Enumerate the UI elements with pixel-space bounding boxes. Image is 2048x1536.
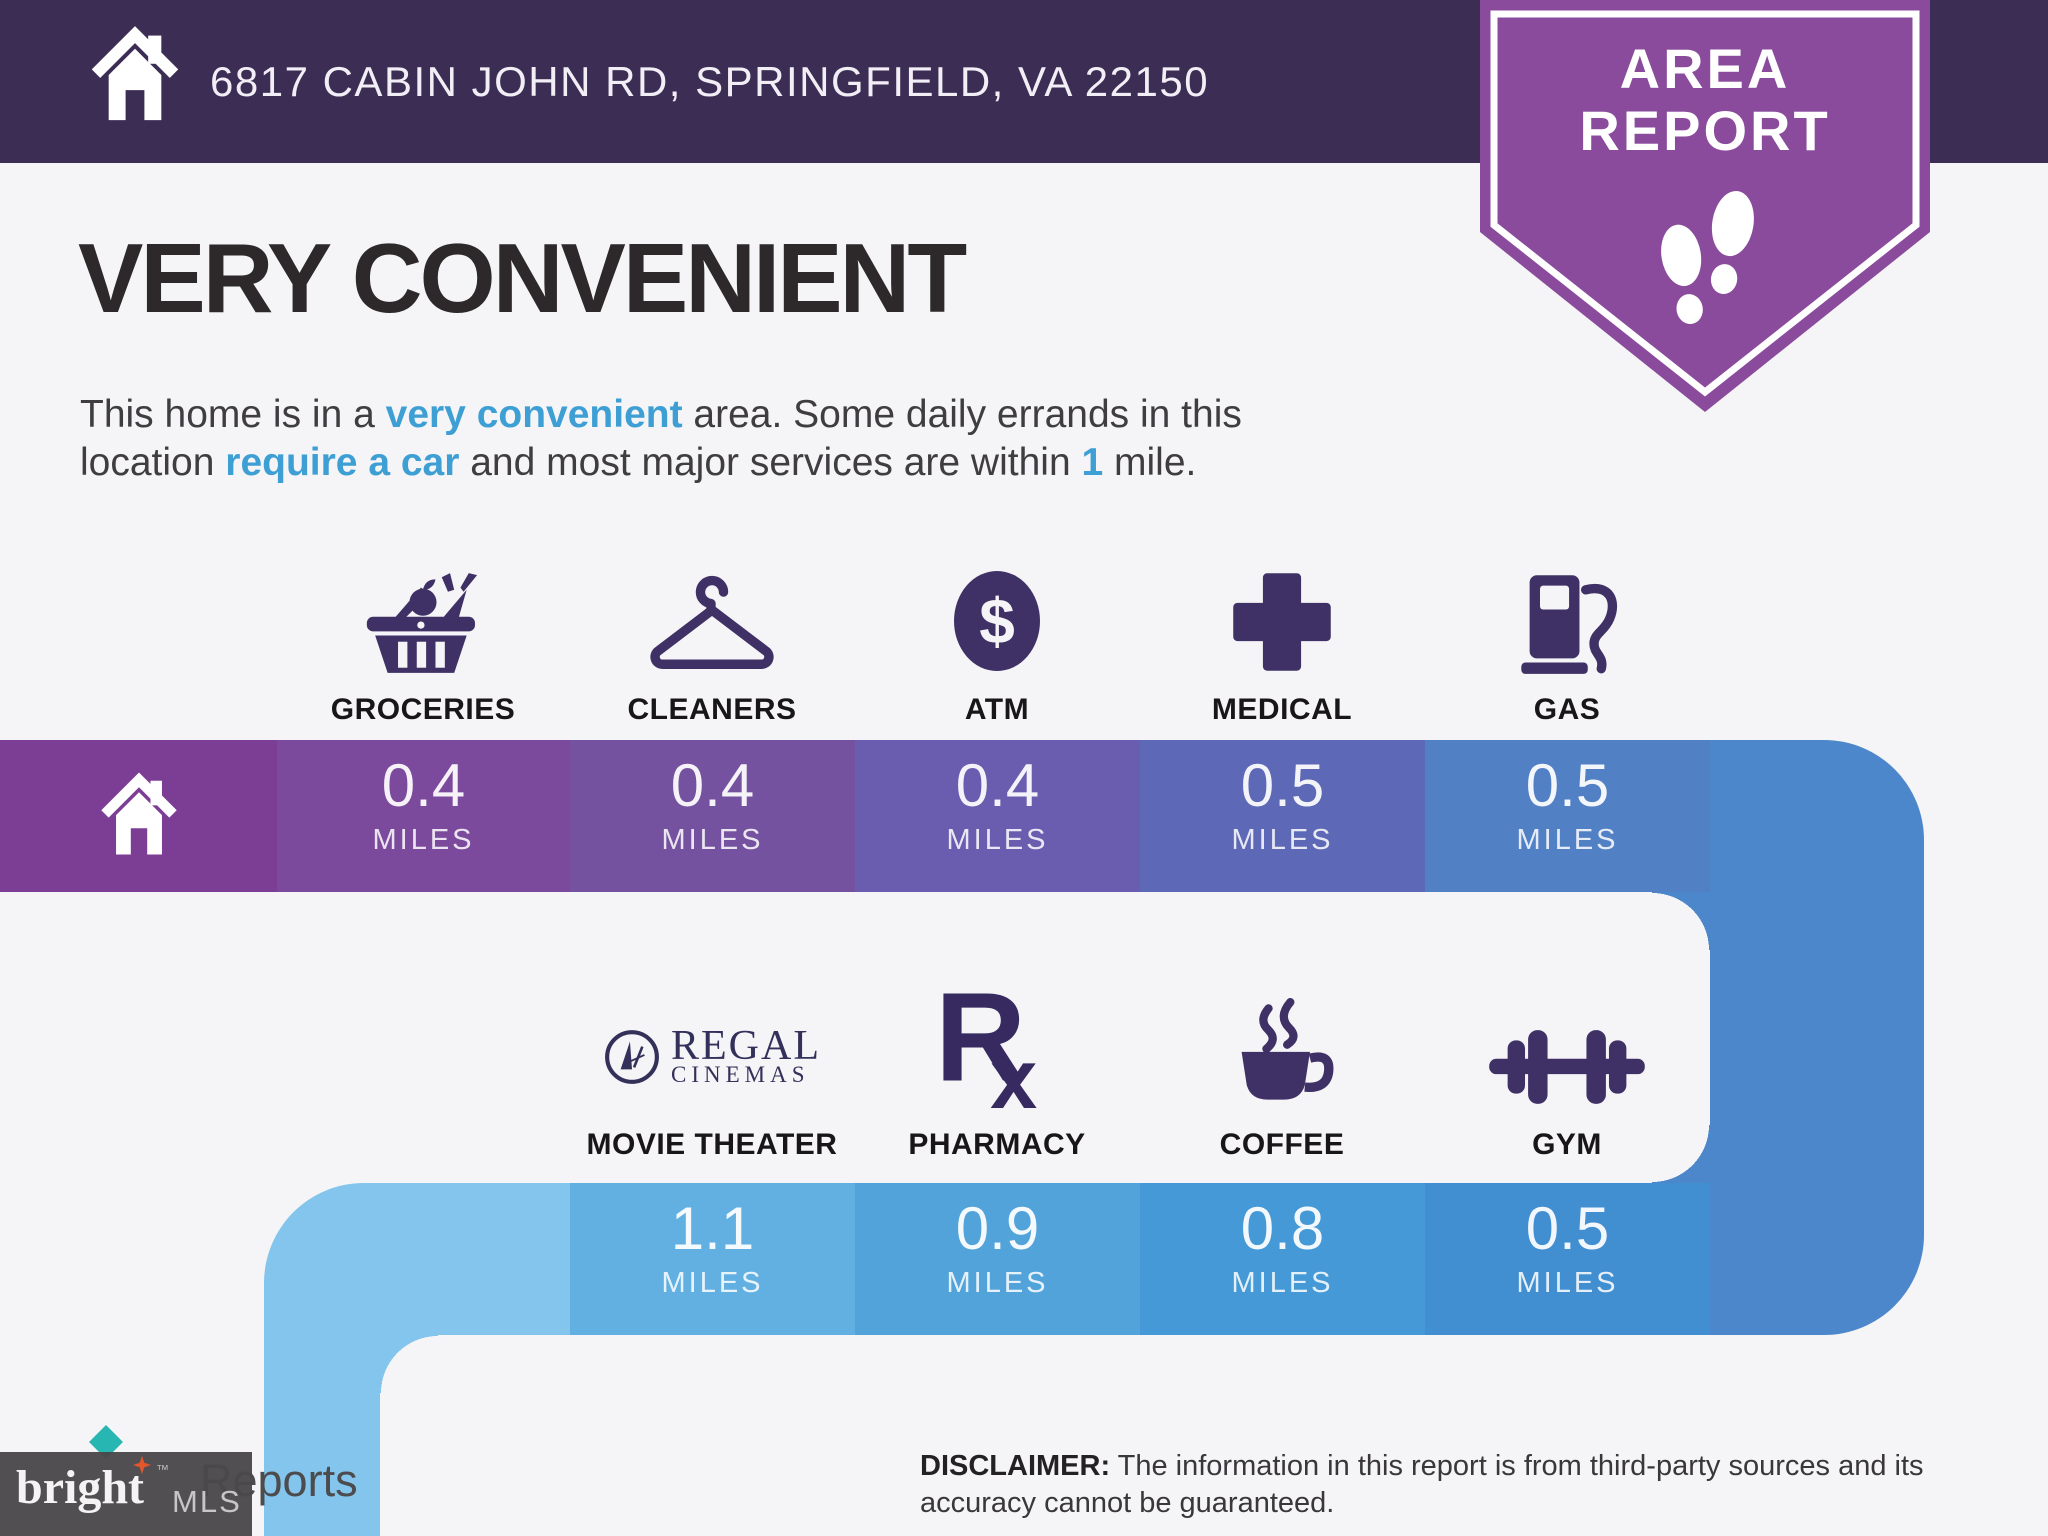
distance-unit: MILES xyxy=(946,824,1049,856)
distance-unit: MILES xyxy=(946,1267,1049,1299)
band-connector-right xyxy=(1710,740,1924,1335)
poi-label: MEDICAL xyxy=(1211,693,1353,726)
intro-highlight-require-a-car: require a car xyxy=(225,440,460,484)
disclaimer-label: DISCLAIMER: xyxy=(920,1450,1111,1482)
badge-title: AREA REPORT xyxy=(1480,38,1930,161)
intro-text: mile. xyxy=(1103,440,1197,484)
inner-corner-fillet xyxy=(1652,892,1710,950)
distance-unit: MILES xyxy=(1516,1267,1619,1299)
distance-value: 1.1 xyxy=(670,1195,755,1262)
poi-coffee: COFFEE xyxy=(1132,975,1432,1162)
gas-pump-icon xyxy=(1513,540,1621,675)
inner-corner-fillet xyxy=(380,1335,438,1393)
distance-value: 0.4 xyxy=(670,752,755,819)
intro-text: area. Some daily errands in this xyxy=(682,393,1242,436)
poi-pharmacy: R x PHARMACY xyxy=(847,975,1147,1162)
distance-cell-pharmacy: 0.9 MILES xyxy=(855,1183,1140,1335)
distance-value: 0.8 xyxy=(1240,1195,1325,1262)
poi-label: GROCERIES xyxy=(330,693,516,726)
regal-wordmark: REGAL xyxy=(671,1022,821,1069)
groceries-basket-icon xyxy=(364,540,482,675)
poi-movie-theater: REGAL CINEMAS MOVIE THEATER xyxy=(562,975,862,1162)
poi-label: PHARMACY xyxy=(908,1128,1086,1161)
distance-value: 0.5 xyxy=(1525,1195,1610,1262)
inner-corner-fillet xyxy=(1652,1125,1710,1183)
distance-cell-movie-theater: 1.1 MILES xyxy=(570,1183,855,1335)
poi-label: ATM xyxy=(964,693,1030,726)
disclaimer-text: DISCLAIMER: The information in this repo… xyxy=(920,1448,2000,1522)
intro-highlight-one: 1 xyxy=(1081,440,1104,484)
intro-text: location xyxy=(80,440,226,484)
badge-pennant-shape xyxy=(1480,0,1930,412)
distance-cell-cleaners: 0.4 MILES xyxy=(570,740,855,892)
poi-gym: GYM xyxy=(1417,975,1717,1162)
regal-wordmark-sub: CINEMAS xyxy=(671,1062,810,1088)
intro-text: This home is in a xyxy=(80,393,386,436)
distance-value: 0.4 xyxy=(955,752,1040,819)
distance-band-2: 1.1 MILES 0.9 MILES 0.8 MILES 0.5 MILES xyxy=(0,1183,2048,1335)
dumbbell-icon xyxy=(1485,975,1649,1110)
svg-text:x: x xyxy=(990,1031,1037,1110)
distance-cell-groceries: 0.4 MILES xyxy=(277,740,570,892)
distance-value: 0.5 xyxy=(1525,752,1610,819)
regal-cinemas-logo: REGAL CINEMAS xyxy=(603,975,821,1110)
distance-band-1: 0.4 MILES 0.4 MILES 0.4 MILES 0.5 MILES … xyxy=(0,740,2048,892)
svg-text:$: $ xyxy=(979,585,1015,657)
poi-cleaners: CLEANERS xyxy=(562,540,862,727)
bright-mls-watermark: bright ™ MLS xyxy=(0,1452,252,1536)
area-report-badge: AREA REPORT xyxy=(1480,0,1930,412)
origin-home-cell xyxy=(0,740,277,892)
distance-unit: MILES xyxy=(1516,824,1619,856)
svg-text:R: R xyxy=(935,978,1026,1107)
poi-label: CLEANERS xyxy=(627,693,797,726)
property-address: 6817 CABIN JOHN RD, SPRINGFIELD, VA 2215… xyxy=(210,57,1210,105)
distance-value: 0.5 xyxy=(1240,752,1325,819)
trademark-symbol: ™ xyxy=(156,1462,169,1477)
poi-label: GAS xyxy=(1533,693,1601,726)
dollar-circle-icon: $ xyxy=(947,540,1047,675)
distance-value: 0.9 xyxy=(955,1195,1040,1262)
home-icon xyxy=(100,772,177,855)
distance-cell-gym: 0.5 MILES xyxy=(1425,1183,1710,1335)
poi-label: MOVIE THEATER xyxy=(586,1128,838,1161)
band-connector-left xyxy=(264,1280,380,1536)
home-icon xyxy=(88,24,182,133)
badge-line1: AREA xyxy=(1619,37,1791,100)
poi-groceries: GROCERIES xyxy=(273,540,573,727)
distance-unit: MILES xyxy=(1231,824,1334,856)
intro-highlight-very-convenient: very convenient xyxy=(385,393,683,436)
distance-cell-medical: 0.5 MILES xyxy=(1140,740,1425,892)
distance-unit: MILES xyxy=(661,824,764,856)
rx-icon: R x xyxy=(933,975,1061,1110)
distance-value: 0.4 xyxy=(381,752,466,819)
bright-star-icon xyxy=(133,1456,151,1479)
coffee-cup-icon xyxy=(1225,975,1339,1110)
poi-medical: MEDICAL xyxy=(1132,540,1432,727)
poi-atm: $ ATM xyxy=(847,540,1147,727)
hanger-icon xyxy=(644,540,780,675)
intro-text: and most major services are within xyxy=(459,440,1082,484)
distance-cell-gas: 0.5 MILES xyxy=(1425,740,1710,892)
page-title: VERY CONVENIENT xyxy=(78,223,967,333)
poi-label: COFFEE xyxy=(1219,1128,1345,1161)
poi-gas: GAS xyxy=(1417,540,1717,727)
bright-logo-text: bright xyxy=(16,1461,145,1514)
distance-cell-coffee: 0.8 MILES xyxy=(1140,1183,1425,1335)
medical-cross-icon xyxy=(1229,540,1335,675)
distance-unit: MILES xyxy=(661,1267,764,1299)
distance-unit: MILES xyxy=(1231,1267,1334,1299)
distance-unit: MILES xyxy=(372,824,475,856)
mls-logo-text: MLS xyxy=(172,1484,242,1519)
poi-label: GYM xyxy=(1532,1128,1602,1161)
distance-cell-atm: 0.4 MILES xyxy=(855,740,1140,892)
disclaimer-body: The information in this report is from t… xyxy=(920,1450,1924,1520)
intro-paragraph: This home is in a very convenient area. … xyxy=(80,391,1242,487)
regal-emblem-icon xyxy=(605,1029,659,1084)
badge-line2: REPORT xyxy=(1579,98,1831,162)
